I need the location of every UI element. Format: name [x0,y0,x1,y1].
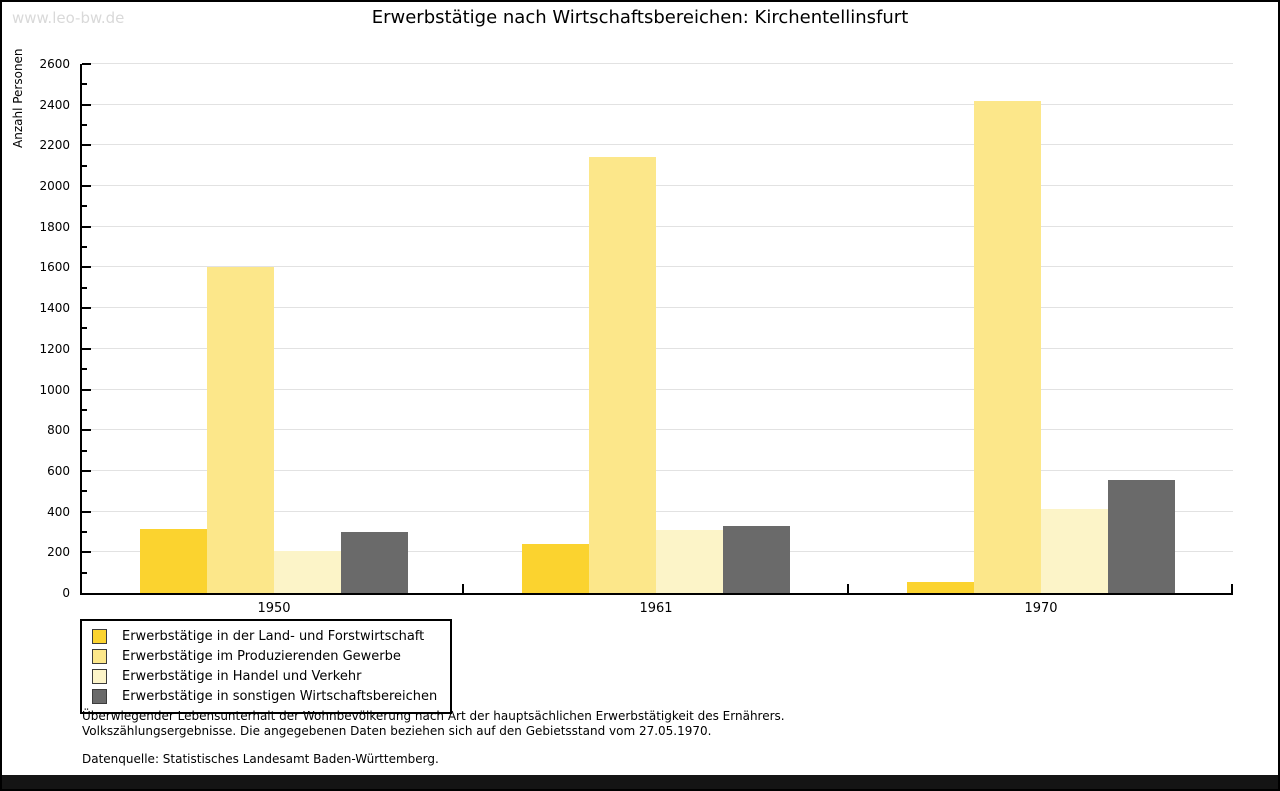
gridline [82,226,1233,227]
y-tick-label: 400 [47,505,70,519]
legend-swatch [92,648,107,664]
y-tick-major [82,389,91,391]
y-tick-label: 1800 [39,220,70,234]
y-tick-major [82,307,91,309]
y-tick-label: 1400 [39,301,70,315]
y-axis-line [80,64,82,593]
y-tick-label: 2400 [39,98,70,112]
y-tick-label: 2000 [39,179,70,193]
legend-item: Erwerbstätige in Handel und Verkehr [92,666,440,686]
bar [656,530,723,593]
legend-label: Erwerbstätige in sonstigen Wirtschaftsbe… [122,688,438,704]
y-tick-major [82,144,91,146]
y-tick-major [82,429,91,431]
data-source-text: Datenquelle: Statistisches Landesamt Bad… [82,752,439,766]
legend-label: Erwerbstätige in der Land- und Forstwirt… [122,628,425,644]
bar [341,532,408,593]
plot-area: 0 200 400 600 800 1000 1200 1400 1600 1800 2000 220… [39,57,1233,616]
gridline [82,511,1233,512]
legend-swatch [92,688,107,704]
legend: Erwerbstätige in der Land- und Forstwirt… [80,619,452,714]
y-tick-minor [82,124,87,126]
y-tick-minor [82,450,87,452]
y-tick-minor [82,531,87,533]
bar [907,582,974,593]
gridline [82,63,1233,64]
footnote-line: Volkszählungsergebnisse. Die angegebenen… [82,724,712,738]
gridline [82,470,1233,471]
x-tick [847,584,849,593]
y-tick-label: 200 [47,545,70,559]
y-tick-label: 2200 [39,138,70,152]
legend-items: Erwerbstätige in der Land- und Forstwirt… [92,626,440,706]
footnote-text: Überwiegender Lebensunterhalt der Wohnbe… [82,709,785,739]
gridline [82,348,1233,349]
gridline [82,185,1233,186]
gridline [82,389,1233,390]
legend-swatch [92,628,107,644]
legend-item: Erwerbstätige in der Land- und Forstwirt… [92,626,440,646]
bar [1108,480,1175,593]
x-tick [462,584,464,593]
y-tick-label: 1200 [39,342,70,356]
y-tick-major [82,185,91,187]
bar [723,526,790,593]
legend-swatch [92,668,107,684]
footnote-line: Überwiegender Lebensunterhalt der Wohnbe… [82,709,785,723]
y-tick-label: 1600 [39,260,70,274]
legend-label: Erwerbstätige im Produzierenden Gewerbe [122,648,401,664]
y-tick-minor [82,205,87,207]
x-category-label: 1950 [257,601,291,616]
y-tick-minor [82,572,87,574]
y-tick-minor [82,246,87,248]
bar [140,529,207,593]
bar [274,551,341,593]
x-axis-line [80,593,1233,595]
x-category-label: 1970 [1024,601,1058,616]
chart-title: Erwerbstätige nach Wirtschaftsbereichen:… [371,7,909,28]
y-tick-major [82,511,91,513]
gridline [82,307,1233,308]
y-tick-minor [82,327,87,329]
y-tick-minor [82,409,87,411]
y-tick-label: 2600 [39,57,70,71]
y-tick-major [82,63,91,65]
y-tick-minor [82,368,87,370]
legend-item: Erwerbstätige in sonstigen Wirtschaftsbe… [92,686,440,706]
y-tick-label: 800 [47,423,70,437]
bar [1041,509,1108,593]
y-tick-minor [82,287,87,289]
x-category-label: 1961 [639,601,673,616]
bar [589,157,656,593]
y-tick-label: 600 [47,464,70,478]
y-tick-major [82,266,91,268]
gridline [82,429,1233,430]
gridline [82,104,1233,105]
bar [207,267,274,593]
gridline [82,144,1233,145]
x-tick [1231,584,1233,593]
y-tick-label: 1000 [39,383,70,397]
y-tick-major [82,551,91,553]
bottom-bar [2,775,1278,789]
bar [974,101,1041,593]
legend-label: Erwerbstätige in Handel und Verkehr [122,668,362,684]
y-tick-label: 0 [62,586,70,600]
y-tick-major [82,348,91,350]
bar [522,544,589,593]
y-tick-minor [82,490,87,492]
y-tick-minor [82,83,87,85]
y-tick-major [82,226,91,228]
y-tick-major [82,104,91,106]
legend-item: Erwerbstätige im Produzierenden Gewerbe [92,646,440,666]
gridline [82,266,1233,267]
watermark-text: www.leo-bw.de [12,9,125,27]
y-tick-major [82,470,91,472]
y-tick-minor [82,165,87,167]
